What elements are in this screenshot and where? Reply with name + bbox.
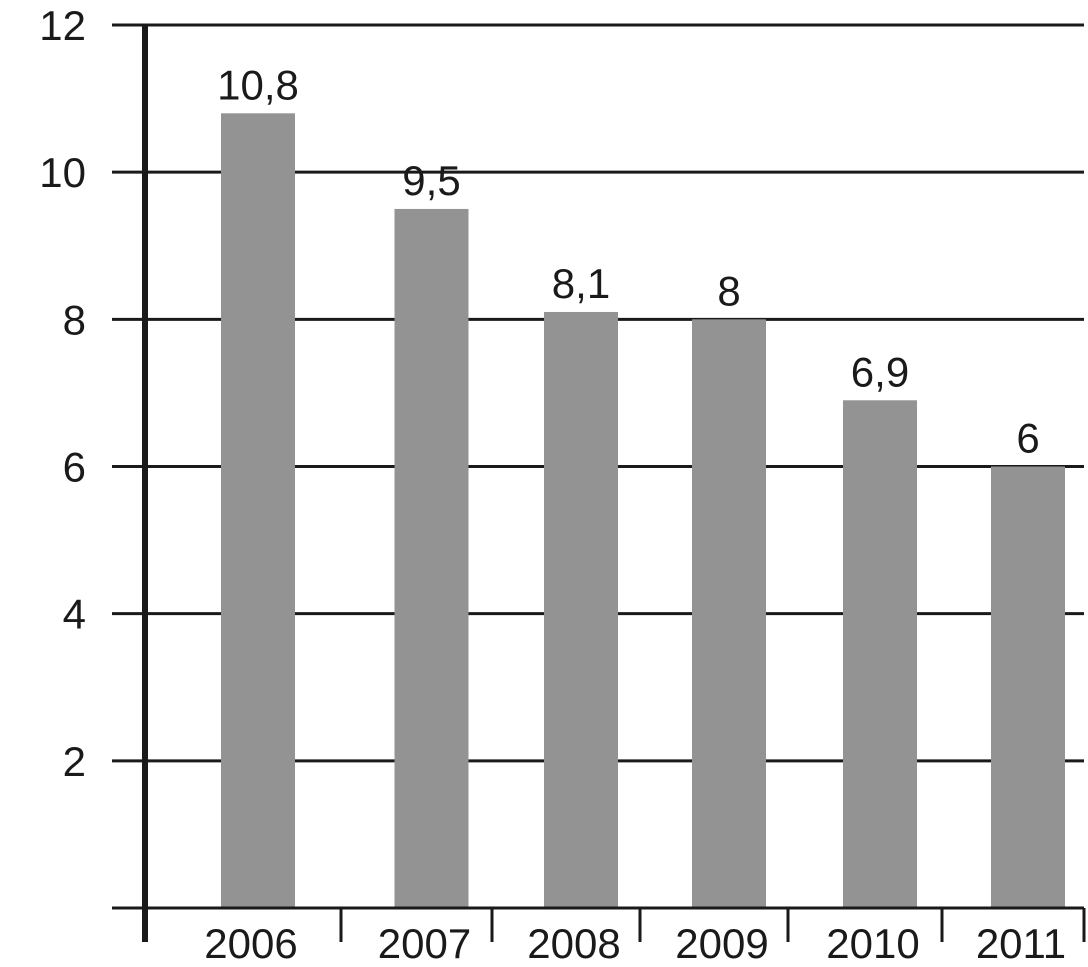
data-label-2010: 6,9 xyxy=(851,348,909,395)
bar-2008 xyxy=(544,311,618,909)
x-tick-label-2010: 2010 xyxy=(826,920,919,967)
labels: 2 4 6 8 10 12 10,8 2006 9,5 2007 8,1 2008 8 2009 6,9 20… xyxy=(39,2,1066,967)
data-label-2009: 8 xyxy=(717,267,740,314)
data-label-2007: 9,5 xyxy=(402,157,460,204)
y-tick-label: 6 xyxy=(63,444,86,491)
y-tick-label: 2 xyxy=(63,738,86,785)
x-tick-label-2009: 2009 xyxy=(675,920,768,967)
bar-2006 xyxy=(221,113,295,909)
x-tick-label-2006: 2006 xyxy=(204,920,297,967)
axes xyxy=(112,25,1086,942)
bar-2009 xyxy=(692,319,766,908)
data-label-2011: 6 xyxy=(1016,415,1039,462)
y-tick-label: 8 xyxy=(63,296,86,343)
data-label-2006: 10,8 xyxy=(217,61,299,108)
x-tick-label-2007: 2007 xyxy=(378,920,471,967)
x-tick-label-2011: 2011 xyxy=(976,920,1066,967)
bar-2007 xyxy=(394,208,469,909)
bars xyxy=(221,113,1065,909)
y-tick-label: 12 xyxy=(39,2,86,49)
y-tick-label: 4 xyxy=(63,591,86,638)
x-tick-label-2008: 2008 xyxy=(527,920,620,967)
y-tick-label: 10 xyxy=(39,149,86,196)
bar-2011 xyxy=(991,466,1065,908)
bar-2010 xyxy=(843,400,917,908)
data-label-2008: 8,1 xyxy=(552,260,610,307)
